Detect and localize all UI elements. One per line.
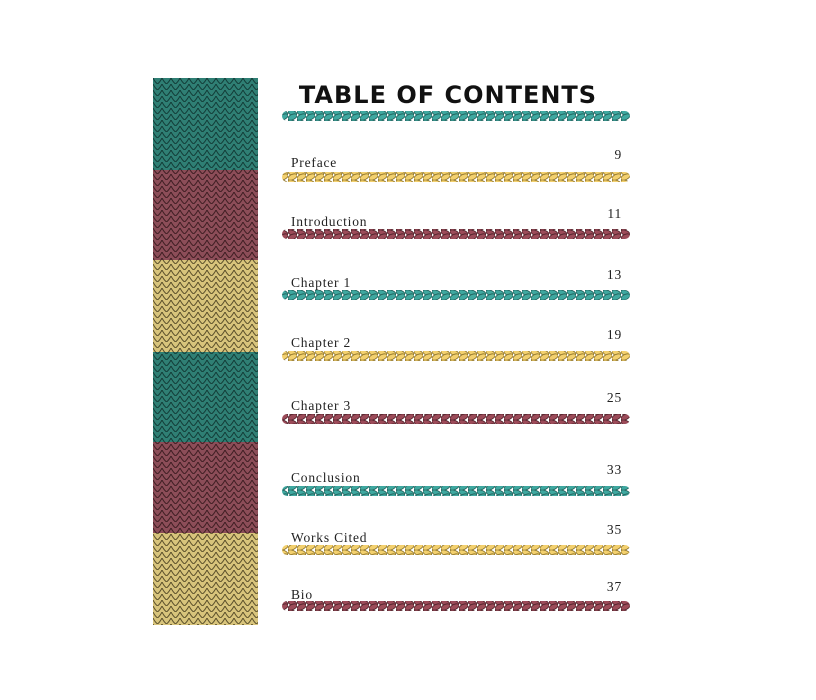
braid bbox=[282, 290, 630, 300]
entry-page: 37 bbox=[607, 579, 622, 594]
entry-page: 35 bbox=[607, 522, 622, 537]
braid bbox=[282, 545, 630, 555]
knit-stripe bbox=[153, 260, 258, 352]
knit-stripe bbox=[153, 533, 258, 625]
entry-label: Introduction bbox=[291, 214, 367, 229]
entry-label: Chapter 3 bbox=[291, 398, 351, 413]
braid bbox=[282, 601, 630, 611]
braid bbox=[282, 414, 630, 424]
title: TABLE OF CONTENTS bbox=[299, 81, 597, 109]
entry-label: Chapter 2 bbox=[291, 335, 351, 350]
entry-label: Bio bbox=[291, 587, 313, 602]
braid bbox=[282, 229, 630, 239]
entry-label: Preface bbox=[291, 155, 337, 170]
entry-page: 33 bbox=[607, 462, 622, 477]
entry-label: Chapter 1 bbox=[291, 275, 351, 290]
knit-column bbox=[153, 78, 258, 625]
braid bbox=[282, 111, 630, 121]
entry-page: 13 bbox=[607, 267, 622, 282]
braid bbox=[282, 351, 630, 361]
braid bbox=[282, 172, 630, 182]
entry-page: 19 bbox=[607, 327, 622, 342]
knit-stripe bbox=[153, 442, 258, 533]
entry-label: Works Cited bbox=[291, 530, 367, 545]
knit-stripe bbox=[153, 352, 258, 442]
entry-label: Conclusion bbox=[291, 470, 361, 485]
braid bbox=[282, 486, 630, 496]
entries: Preface 9 Introduction 11 Chapter 1 13 Chapter… bbox=[282, 147, 630, 611]
entry-page: 9 bbox=[614, 147, 622, 162]
knit-stripe bbox=[153, 78, 258, 170]
entry-page: 25 bbox=[607, 390, 622, 405]
entry-page: 11 bbox=[607, 206, 622, 221]
knit-stripe bbox=[153, 170, 258, 260]
